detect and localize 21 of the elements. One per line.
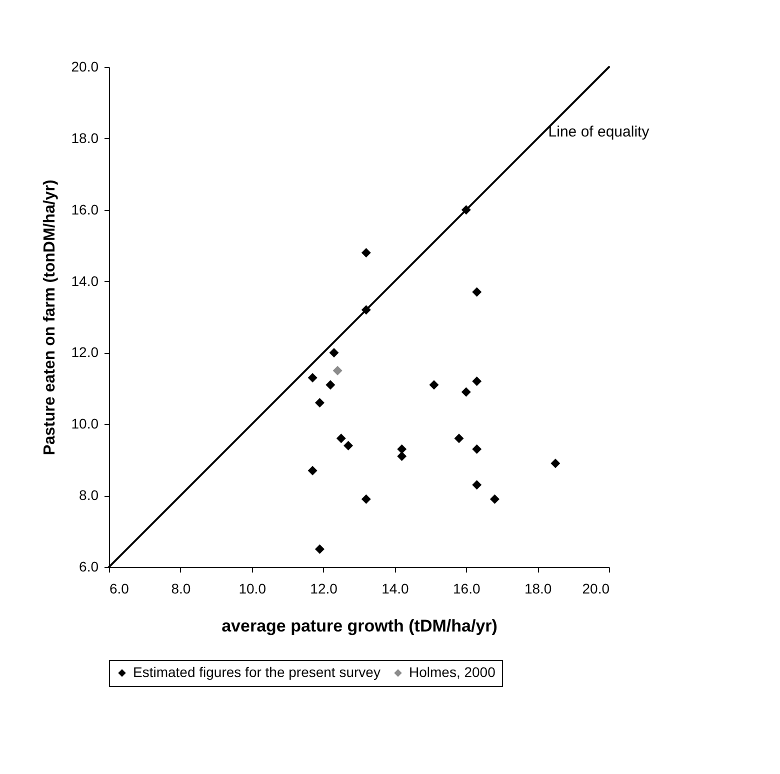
y-tick-label: 8.0 [79,487,99,504]
x-tick-label: 6.0 [110,580,130,596]
x-tick-label: 12.0 [310,580,338,596]
x-tick-label: 8.0 [171,580,191,596]
legend-label: Estimated figures for the present survey [133,664,380,680]
x-tick-label: 10.0 [238,580,266,596]
y-axis-title: Pasture eaten on farm (tonDM/ha/yr) [41,180,58,456]
x-tick-label: 18.0 [524,580,552,596]
y-tick-label: 6.0 [79,558,99,574]
y-tick-label: 10.0 [71,416,99,432]
annotation: Line of equality [548,123,650,140]
x-axis-title: average pature growth (tDM/ha/yr) [222,616,498,636]
y-tick-label: 18.0 [71,130,99,146]
x-tick-label: 20.0 [582,580,610,596]
y-tick-label: 20.0 [71,58,99,74]
x-tick-label: 14.0 [382,580,410,596]
y-tick-label: 16.0 [71,201,99,218]
x-tick-label: 16.0 [453,580,480,596]
y-tick-label: 12.0 [71,344,99,360]
legend-label: Holmes, 2000 [409,664,496,680]
y-tick-label: 14.0 [71,272,99,289]
